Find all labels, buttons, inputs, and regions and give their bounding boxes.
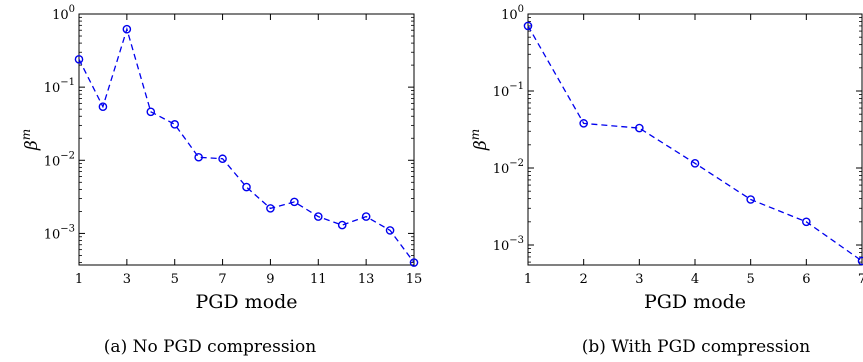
x-tick-label: 13 [358,272,375,287]
y-tick-base: 10 [44,154,61,169]
y-tick-exponent: −3 [509,235,524,246]
data-point [579,119,588,128]
x-tick-label: 7 [858,272,863,287]
y-tick-exponent: −1 [60,77,75,88]
x-tick-label: 7 [218,272,226,287]
series-points [523,21,863,266]
y-tick-label: 10−1 [44,77,75,96]
y-tick-exponent: −1 [509,81,524,92]
y-tick-base: 10 [493,85,510,100]
data-point [218,154,227,164]
x-axis: 1 2 3 4 5 6 7 [524,14,863,287]
plot-frame [78,13,415,266]
y-axis-label: βm [19,129,42,151]
data-point [746,195,755,204]
y-tick-exponent: −2 [60,150,75,161]
y-tick-label: 10−2 [44,150,75,169]
data-point [690,159,700,168]
data-point [290,197,299,207]
y-axis-label-sup: m [19,129,33,140]
x-tick-label: 2 [580,272,588,287]
y-tick-base: 10 [493,239,510,254]
x-tick-label: 6 [802,272,810,287]
data-point [313,212,323,221]
x-tick-label: 15 [406,272,423,287]
x-axis: 1 3 5 7 9 11 13 15 [75,14,422,287]
y-tick-label: 10−2 [493,158,524,177]
y-axis-label-base: β [471,140,491,151]
y-tick-exponent: −2 [509,158,524,169]
x-tick-label: 1 [75,272,83,287]
caption-a: (a) No PGD compression [104,337,316,357]
y-tick-base: 10 [44,81,61,96]
data-point [635,123,644,133]
y-tick-label: 10−1 [493,81,524,100]
y-tick-exponent: 0 [69,4,75,15]
series-points [74,24,419,267]
minor-ticks [528,17,862,263]
y-tick-base: 10 [501,8,518,23]
y-tick-base: 10 [493,162,510,177]
x-tick-label: 11 [310,272,327,287]
x-tick-label: 9 [266,272,274,287]
data-point [802,217,811,227]
data-point [385,226,395,235]
series-line [527,25,863,262]
y-tick-label: 10−3 [493,235,524,254]
y-tick-label: 100 [52,4,75,23]
data-point [194,152,203,162]
y-tick-exponent: −3 [60,223,75,234]
x-axis-label: PGD mode [195,291,297,313]
data-point [857,256,863,266]
x-axis-label: PGD mode [644,291,746,313]
data-point [337,220,347,230]
minor-ticks [79,16,414,263]
data-point [409,258,419,267]
y-tick-label: 100 [501,4,524,23]
plot-frame [527,13,863,266]
data-point [361,212,371,221]
x-tick-label: 5 [747,272,755,287]
data-point [170,120,180,129]
y-axis-label-base: β [22,140,42,151]
y-tick-exponent: 0 [518,4,524,15]
series-line [78,26,415,263]
x-tick-label: 3 [123,272,131,287]
y-axis-label: βm [468,129,491,151]
data-point [523,21,533,31]
data-point [266,204,275,213]
x-tick-label: 5 [171,272,179,287]
data-point [242,182,251,192]
y-tick-base: 10 [52,8,69,23]
x-tick-label: 4 [691,272,699,287]
y-tick-label: 10−3 [44,223,75,242]
caption-b: (b) With PGD compression [582,337,810,357]
data-point [98,102,108,112]
data-point [146,107,156,117]
x-tick-label: 3 [635,272,643,287]
y-axis-label-sup: m [468,129,482,140]
y-tick-base: 10 [44,227,61,242]
data-point [122,24,132,34]
data-point [74,55,84,64]
x-tick-label: 1 [524,272,532,287]
